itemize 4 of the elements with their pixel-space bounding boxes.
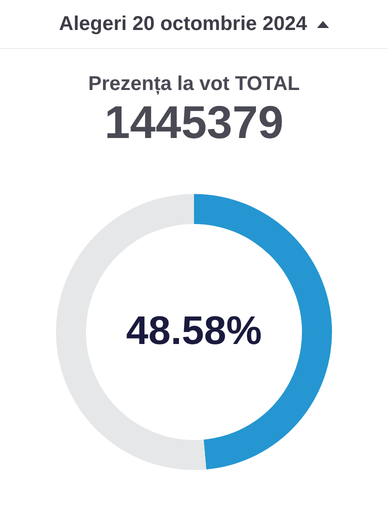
- chart-subtitle: Prezența la vot TOTAL: [88, 73, 300, 95]
- data-label: 48.58%: [126, 309, 262, 353]
- chart-title: Alegeri 20 octombrie 2024: [59, 12, 307, 36]
- text: 1445379: [104, 96, 284, 148]
